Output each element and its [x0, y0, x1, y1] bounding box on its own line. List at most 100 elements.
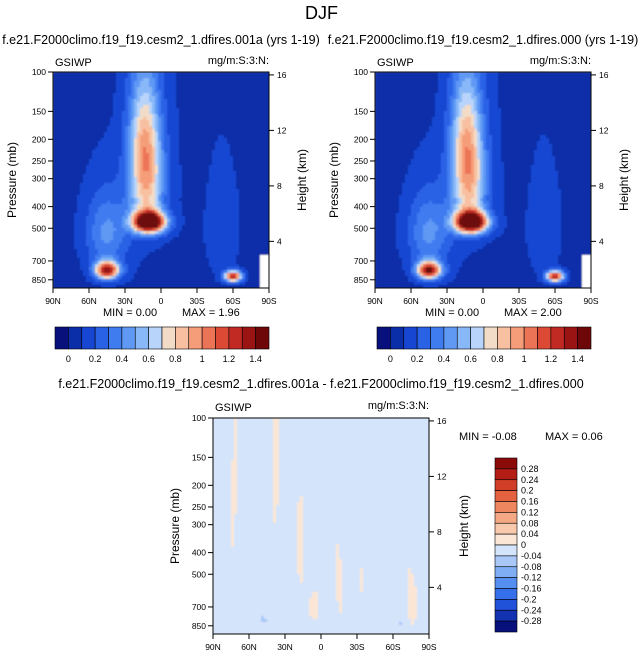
- colorbar-swatch: [202, 327, 215, 349]
- colorbar-label: 0.08: [521, 518, 539, 528]
- y-right-tick-label: 16: [599, 70, 609, 80]
- panel-left-title: f.e21.F2000climo.f19_f19.cesm2_1.dfires.…: [2, 33, 320, 47]
- colorbar-label: -0.12: [521, 573, 542, 583]
- panel-right-title: f.e21.F2000climo.f19_f19.cesm2_1.dfires.…: [328, 33, 639, 47]
- y-right-tick-label: 12: [277, 125, 287, 135]
- y-tick-label: 700: [192, 602, 206, 612]
- colorbar-swatch: [122, 327, 135, 349]
- y-tick-label: 850: [32, 275, 46, 285]
- colorbar-label: -0.24: [521, 605, 542, 615]
- x-tick-label: 60N: [241, 642, 257, 652]
- colorbar-label: 0.6: [142, 354, 155, 364]
- colorbar-swatch: [495, 523, 517, 534]
- y-right-tick-label: 4: [277, 236, 282, 246]
- colorbar-swatch: [390, 327, 403, 349]
- panel-right-ylabel: Pressure (mb): [327, 142, 341, 218]
- panel-left-units: mg/m:S:3:N:: [208, 55, 269, 67]
- y-tick-label: 100: [32, 67, 46, 77]
- colorbar-swatch: [82, 327, 95, 349]
- panel-left-min: MIN = 0.00: [103, 307, 157, 319]
- colorbar-swatch: [417, 327, 430, 349]
- colorbar-swatch: [431, 327, 444, 349]
- colorbar-label: 1.2: [545, 354, 558, 364]
- colorbar-swatch: [175, 327, 188, 349]
- y-right-tick-label: 16: [437, 416, 447, 426]
- colorbar-label: 0: [521, 540, 526, 550]
- colorbar-label: 0.8: [169, 354, 182, 364]
- colorbar-swatch: [497, 327, 510, 349]
- colorbar-swatch: [538, 327, 551, 349]
- colorbar-label: 1.2: [223, 354, 236, 364]
- colorbar-label: -0.04: [521, 551, 542, 561]
- colorbar-label: 0.2: [411, 354, 424, 364]
- panel-diff-min: MIN = -0.08: [459, 431, 517, 443]
- panel-right-units: mg/m:S:3:N:: [530, 55, 591, 67]
- colorbar-label: -0.08: [521, 562, 542, 572]
- y-tick-label: 150: [192, 452, 206, 462]
- x-tick-label: 0: [481, 296, 486, 306]
- y-tick-label: 200: [192, 480, 206, 490]
- x-tick-label: 60S: [385, 642, 400, 652]
- x-tick-label: 0: [319, 642, 324, 652]
- panel-diff-ylabel: Pressure (mb): [168, 488, 182, 564]
- colorbar-swatch: [495, 469, 517, 480]
- x-tick-label: 30N: [277, 642, 293, 652]
- panel-diff-variable: GSIWP: [215, 402, 252, 414]
- y-tick-label: 150: [354, 106, 368, 116]
- colorbar-swatch: [495, 458, 517, 469]
- colorbar-label: 0.16: [521, 497, 539, 507]
- colorbar-swatch: [95, 327, 108, 349]
- colorbar-swatch: [229, 327, 242, 349]
- panel-diff-field: [213, 418, 430, 635]
- colorbar-swatch: [444, 327, 457, 349]
- y-right-tick-label: 12: [599, 125, 609, 135]
- colorbar-label: 0.24: [521, 475, 539, 485]
- x-tick-label: 90N: [45, 296, 61, 306]
- y-tick-label: 300: [192, 520, 206, 530]
- colorbar-swatch: [404, 327, 417, 349]
- x-tick-label: 60N: [81, 296, 97, 306]
- colorbar-swatch: [495, 589, 517, 600]
- colorbar-swatch: [495, 599, 517, 610]
- panel-left-variable: GSIWP: [55, 57, 92, 69]
- y-tick-label: 500: [32, 223, 46, 233]
- x-tick-label: 60S: [547, 296, 562, 306]
- y-tick-label: 200: [354, 134, 368, 144]
- colorbar-swatch: [135, 327, 148, 349]
- x-tick-label: 30S: [349, 642, 364, 652]
- colorbar-swatch: [457, 327, 470, 349]
- colorbar-swatch: [495, 567, 517, 578]
- y-right-tick-label: 12: [437, 471, 447, 481]
- colorbar-swatch: [68, 327, 81, 349]
- colorbar-swatch: [495, 610, 517, 621]
- panel-left: f.e21.F2000climo.f19_f19.cesm2_1.dfires.…: [2, 33, 320, 364]
- x-tick-label: 90S: [261, 296, 276, 306]
- x-tick-label: 30N: [117, 296, 133, 306]
- x-tick-label: 90S: [421, 642, 436, 652]
- colorbar-swatch: [495, 578, 517, 589]
- colorbar-swatch: [524, 327, 537, 349]
- panel-left-field: [53, 72, 270, 289]
- y-tick-label: 700: [354, 256, 368, 266]
- colorbar-swatch: [256, 327, 269, 349]
- y-right-tick-label: 8: [277, 181, 282, 191]
- colorbar-swatch: [495, 502, 517, 513]
- colorbar-label: 0.4: [116, 354, 129, 364]
- y-tick-label: 850: [354, 275, 368, 285]
- panel-left-ylabel: Pressure (mb): [5, 142, 19, 218]
- colorbar-swatch: [495, 545, 517, 556]
- page-title: DJF: [305, 3, 338, 23]
- panel-diff-max: MAX = 0.06: [545, 431, 603, 443]
- x-tick-label: 0: [159, 296, 164, 306]
- colorbar-label: -0.2: [521, 594, 537, 604]
- y-right-tick-label: 16: [277, 70, 287, 80]
- colorbar-label: 0.6: [464, 354, 477, 364]
- colorbar-swatch: [55, 327, 68, 349]
- colorbar-label: 0.28: [521, 464, 539, 474]
- x-tick-label: 60N: [403, 296, 419, 306]
- colorbar-swatch: [495, 621, 517, 632]
- colorbar-label: 0.12: [521, 507, 539, 517]
- y-tick-label: 300: [32, 174, 46, 184]
